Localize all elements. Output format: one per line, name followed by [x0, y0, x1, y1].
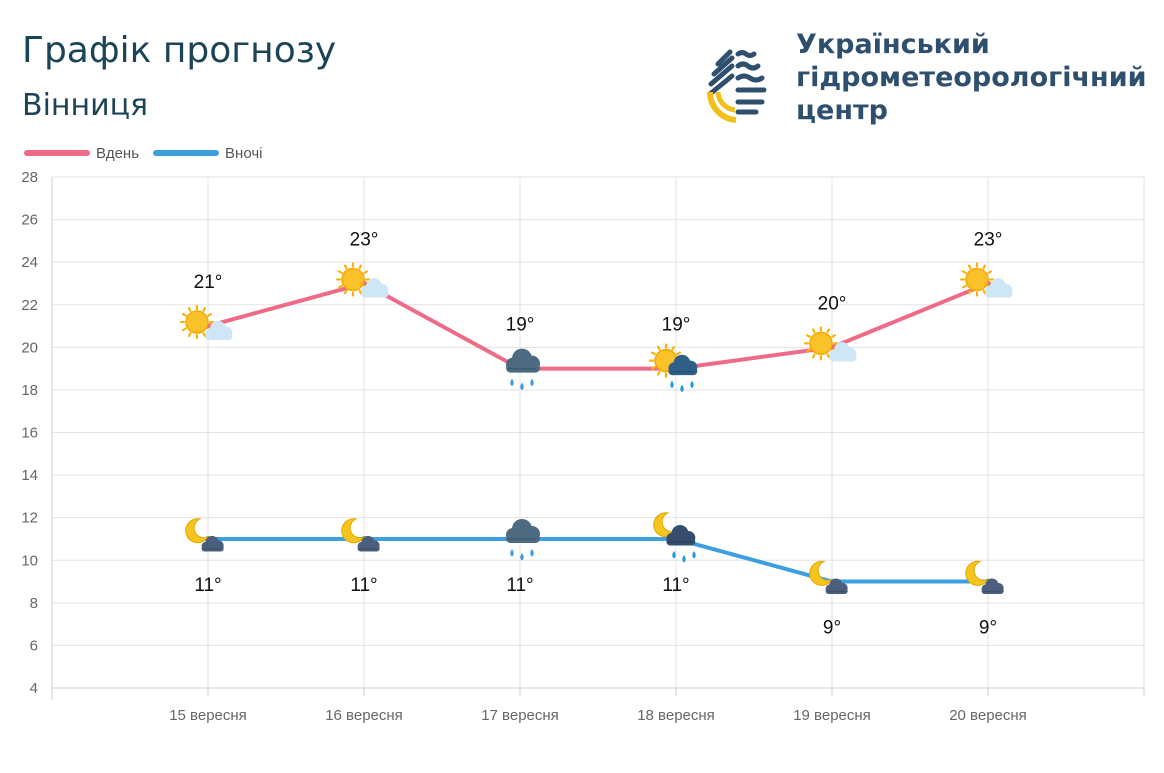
- cloud-shape: [829, 342, 857, 362]
- moon-cloud-icon: [185, 518, 224, 552]
- day-temp-label: 19°: [506, 315, 535, 336]
- x-tick-label: 16 вересня: [325, 707, 403, 724]
- x-tick-label: 20 вересня: [949, 707, 1027, 724]
- ukrhydromet-logo-icon: [706, 34, 767, 123]
- night-temp-label: 9°: [823, 618, 841, 639]
- cloud-shape: [361, 278, 389, 298]
- brand-name-line: Український: [796, 29, 990, 60]
- page-title: Графік прогнозу: [22, 30, 337, 71]
- x-tick-label: 18 вересня: [637, 707, 715, 724]
- sun-cloud-icon: [803, 326, 857, 362]
- rain-drop: [682, 554, 686, 563]
- moon-cloud-icon: [341, 518, 380, 552]
- y-tick-label: 24: [21, 254, 38, 271]
- x-tick-label: 19 вересня: [793, 707, 871, 724]
- brand-name: Український гідрометеорологічний центр: [796, 28, 1147, 127]
- brand-block: Український гідрометеорологічний центр: [704, 28, 1147, 128]
- day-temp-label: 23°: [974, 229, 1003, 250]
- brand-name-line: гідрометеорологічний: [796, 62, 1147, 93]
- moon-shape: [341, 518, 366, 544]
- city-name: Вінниця: [22, 88, 149, 123]
- sun-cloud-icon: [335, 262, 389, 298]
- y-tick-label: 20: [21, 339, 38, 356]
- brand-name-line: центр: [796, 95, 888, 126]
- cloud-shape: [981, 578, 1004, 595]
- x-tick-label: 15 вересня: [169, 707, 247, 724]
- sun-rain-cloud-icon: [648, 343, 698, 393]
- sun-shape: [803, 326, 839, 361]
- day-temp-label: 19°: [662, 315, 691, 336]
- sun-cloud-icon: [179, 304, 233, 341]
- sun-shape: [335, 262, 371, 297]
- y-tick-label: 12: [21, 510, 38, 527]
- y-tick-label: 14: [21, 467, 38, 484]
- sun-shape: [179, 304, 215, 340]
- rain-drop: [692, 550, 696, 559]
- cloud-shape: [205, 320, 233, 341]
- y-tick-label: 4: [30, 680, 38, 697]
- night-temp-label: 11°: [506, 575, 533, 596]
- cloud-shape: [506, 348, 540, 373]
- y-tick-label: 6: [30, 637, 38, 654]
- night-temp-label: 11°: [350, 575, 377, 596]
- rain-drop: [690, 380, 694, 389]
- rain-drop: [530, 378, 534, 387]
- rain-drop: [672, 550, 676, 559]
- rain-cloud-icon: [506, 518, 540, 561]
- day-temp-label: 20°: [818, 293, 847, 314]
- sun-cloud-icon: [959, 262, 1013, 298]
- y-tick-label: 28: [21, 169, 38, 186]
- y-tick-label: 8: [30, 595, 38, 612]
- moon-shape: [185, 518, 210, 544]
- y-tick-label: 26: [21, 212, 38, 229]
- cloud-shape: [825, 578, 848, 595]
- rain-drop: [520, 382, 524, 391]
- legend-label-day: Вдень: [96, 144, 140, 162]
- rain-drop: [510, 378, 514, 387]
- rain-drop: [670, 380, 674, 389]
- cloud-shape: [201, 535, 224, 552]
- moon-cloud-icon: [809, 560, 848, 595]
- cloud-shape: [666, 525, 696, 546]
- y-tick-label: 18: [21, 382, 38, 399]
- y-tick-label: 22: [21, 297, 38, 314]
- legend-item-day[interactable]: Вдень: [24, 145, 139, 162]
- rain-drop: [530, 548, 534, 557]
- night-temp-label: 11°: [194, 575, 221, 596]
- legend-swatch-night: [153, 150, 220, 156]
- moon-shape: [965, 560, 990, 586]
- grid: [51, 176, 1145, 700]
- day-temp-label: 21°: [194, 272, 223, 293]
- y-tick-label: 10: [21, 552, 38, 569]
- cloud-shape: [668, 354, 698, 376]
- rain-drop: [680, 384, 684, 393]
- moon-rain-cloud-icon: [653, 512, 696, 563]
- chart-legend: Вдень Вночі: [24, 143, 276, 163]
- moon-shape: [809, 560, 834, 586]
- night-series-line: [208, 536, 988, 584]
- legend-swatch-day: [24, 150, 90, 156]
- rain-drop: [520, 552, 524, 561]
- cloud-shape: [506, 518, 540, 543]
- cloud-shape: [985, 278, 1013, 298]
- legend-label-night: Вночі: [225, 144, 263, 162]
- cloud-shape: [357, 535, 380, 552]
- legend-item-night[interactable]: Вночі: [153, 145, 262, 162]
- day-series-line: [207, 281, 989, 371]
- x-tick-label: 17 вересня: [481, 707, 559, 724]
- rain-cloud-icon: [506, 348, 540, 391]
- y-tick-label: 16: [21, 425, 38, 442]
- day-temp-label: 23°: [350, 229, 379, 250]
- sun-shape: [959, 262, 995, 297]
- rain-drop: [510, 548, 514, 557]
- moon-cloud-icon: [965, 560, 1004, 595]
- night-temp-label: 9°: [979, 618, 997, 639]
- night-temp-label: 11°: [662, 575, 689, 596]
